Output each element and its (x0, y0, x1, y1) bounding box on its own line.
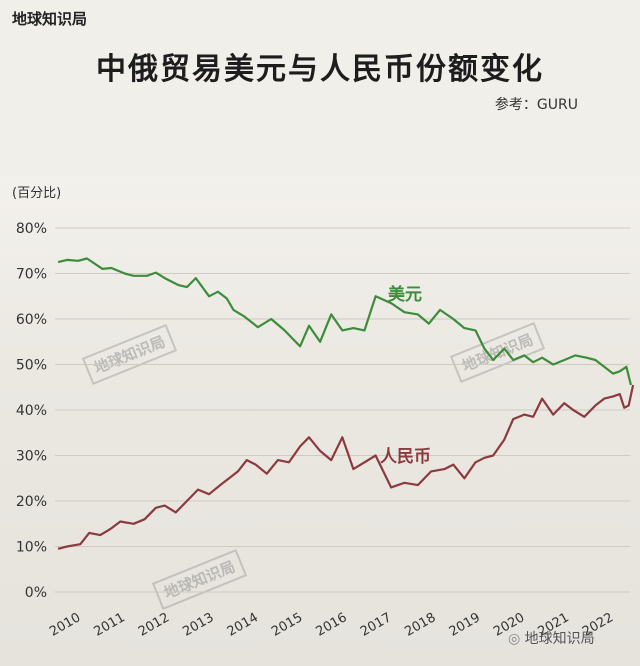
x-tick-label: 2016 (314, 610, 350, 640)
x-tick-label: 2019 (447, 610, 483, 640)
series-label-usd: 美元 (388, 284, 422, 305)
brand-label: 地球知识局 (12, 10, 88, 28)
wechat-account-label: ◎ 地球知识局 (508, 628, 595, 648)
y-tick-label: 50% (16, 358, 47, 374)
y-tick-label: 40% (16, 403, 47, 419)
source-note: 参考：GURU (494, 97, 578, 113)
x-tick-label: 2012 (136, 610, 172, 640)
wechat-account-name: 地球知识局 (524, 631, 595, 647)
wechat-icon: ◎ (508, 631, 525, 647)
y-tick-label: 30% (16, 449, 47, 465)
y-tick-label: 70% (16, 267, 47, 283)
x-tick-label: 2015 (269, 610, 305, 640)
x-tick-label: 2014 (225, 610, 261, 640)
x-tick-label: 2017 (358, 610, 394, 640)
y-axis-label: (百分比) (12, 186, 61, 201)
chart-title: 中俄贸易美元与人民币份额变化 (96, 52, 544, 87)
series-label-rmb: 人民币 (380, 447, 431, 467)
y-tick-label: 0% (25, 585, 47, 601)
chart-background (0, 175, 640, 666)
x-tick-label: 2010 (47, 610, 83, 640)
y-tick-label: 10% (16, 540, 47, 556)
y-tick-label: 20% (16, 494, 47, 510)
x-tick-label: 2011 (92, 610, 128, 640)
y-tick-label: 60% (16, 312, 47, 328)
y-tick-label: 80% (16, 221, 47, 237)
x-tick-label: 2018 (402, 610, 438, 640)
series-line-rmb (57, 384, 635, 550)
x-tick-label: 2013 (180, 610, 216, 640)
series-line-usd (57, 257, 632, 386)
